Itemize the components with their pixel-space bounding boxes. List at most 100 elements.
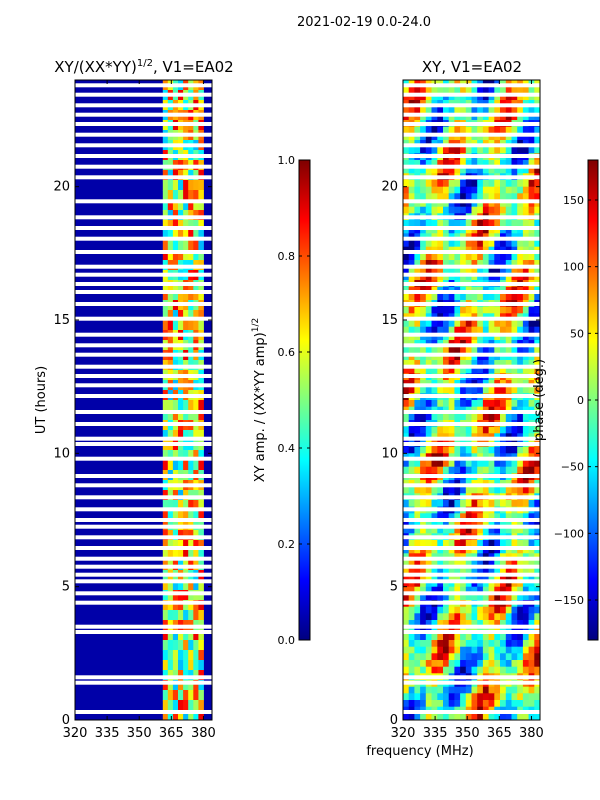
phase-cell: [425, 126, 432, 134]
phase-cell: [522, 606, 529, 614]
phase-cell: [414, 253, 421, 261]
phase-colorbar-tick-label: 100: [563, 261, 584, 274]
phase-cell: [448, 486, 455, 494]
phase-cell: [425, 306, 432, 314]
amplitude-cell: [172, 660, 179, 671]
amplitude-cell: [172, 580, 179, 591]
amplitude-cell: [198, 630, 204, 641]
phase-cell: [517, 460, 524, 468]
phase-cell: [500, 200, 507, 208]
phase-cell: [534, 546, 541, 554]
phase-cell: [517, 240, 524, 248]
phase-cell: [443, 700, 450, 708]
phase-cell: [420, 386, 427, 394]
phase-cell: [511, 520, 518, 528]
phase-cell: [494, 586, 501, 594]
phase-cell: [500, 86, 507, 94]
phase-cell: [534, 200, 541, 208]
phase-cell: [488, 193, 495, 201]
phase-cell: [500, 613, 507, 621]
phase-cell: [471, 580, 478, 588]
phase-cell: [425, 366, 432, 374]
amplitude-cell: [178, 190, 184, 201]
phase-cell: [528, 540, 535, 548]
phase-cell: [465, 586, 472, 594]
phase-cell: [460, 106, 467, 114]
amplitude-cell: [198, 640, 204, 651]
phase-cell: [425, 160, 432, 168]
phase-cell: [437, 646, 444, 654]
amplitude-cell: [188, 290, 194, 301]
phase-cell: [482, 446, 489, 454]
phase-cell: [482, 180, 489, 188]
phase-cell: [425, 633, 432, 641]
phase-cell: [528, 466, 535, 474]
phase-cell: [431, 293, 438, 301]
phase-cell: [437, 260, 444, 268]
amplitude-cell: [183, 250, 189, 261]
amplitude-cell: [178, 170, 184, 181]
phase-cell: [448, 266, 455, 274]
phase-cell: [408, 640, 415, 648]
phase-cell: [522, 400, 529, 408]
amplitude-cell: [167, 400, 174, 411]
phase-cell: [522, 346, 529, 354]
amplitude-cell: [162, 490, 169, 501]
phase-cell: [414, 560, 421, 568]
phase-cell: [420, 93, 427, 101]
phase-cell: [408, 573, 415, 581]
phase-cell: [500, 400, 507, 408]
phase-cell: [403, 146, 410, 154]
phase-cell: [403, 573, 410, 581]
phase-cell: [517, 613, 524, 621]
phase-cell: [522, 146, 529, 154]
phase-cell: [443, 146, 450, 154]
phase-cell: [408, 333, 415, 341]
phase-cell: [471, 360, 478, 368]
phase-cell: [471, 466, 478, 474]
amplitude-y-tick-label: 5: [62, 580, 70, 595]
amplitude-cell: [178, 430, 184, 441]
phase-cell: [460, 166, 467, 174]
amplitude-cell: [162, 550, 169, 561]
phase-cell: [488, 326, 495, 334]
phase-cell: [465, 366, 472, 374]
phase-cell: [517, 186, 524, 194]
phase-cell: [414, 400, 421, 408]
phase-cell: [494, 266, 501, 274]
phase-cell: [448, 513, 455, 521]
phase-cell: [414, 660, 421, 668]
amplitude-cell: [178, 610, 184, 621]
phase-cell: [403, 293, 410, 301]
phase-cell: [460, 573, 467, 581]
phase-cell: [528, 486, 535, 494]
phase-cell: [488, 586, 495, 594]
phase-cell: [471, 500, 478, 508]
phase-cell: [482, 260, 489, 268]
phase-cell: [420, 586, 427, 594]
phase-cell: [414, 206, 421, 214]
phase-cell: [522, 326, 529, 334]
phase-cell: [414, 693, 421, 701]
phase-cell: [403, 306, 410, 314]
phase-cell: [403, 226, 410, 234]
phase-cell: [425, 333, 432, 341]
phase-cell: [465, 126, 472, 134]
phase-cell: [522, 220, 529, 228]
phase-cell: [517, 160, 524, 168]
phase-cell: [511, 546, 518, 554]
phase-flagged-row: [403, 572, 540, 577]
phase-cell: [505, 460, 512, 468]
phase-cell: [528, 186, 535, 194]
phase-cell: [528, 640, 535, 648]
phase-cell: [408, 346, 415, 354]
phase-cell: [408, 653, 415, 661]
phase-cell: [522, 260, 529, 268]
amplitude-cell: [162, 170, 169, 181]
phase-cell: [437, 113, 444, 121]
phase-cell: [465, 193, 472, 201]
phase-cell: [494, 293, 501, 301]
phase-cell: [500, 346, 507, 354]
amplitude-cell: [162, 640, 169, 651]
phase-cell: [408, 413, 415, 421]
